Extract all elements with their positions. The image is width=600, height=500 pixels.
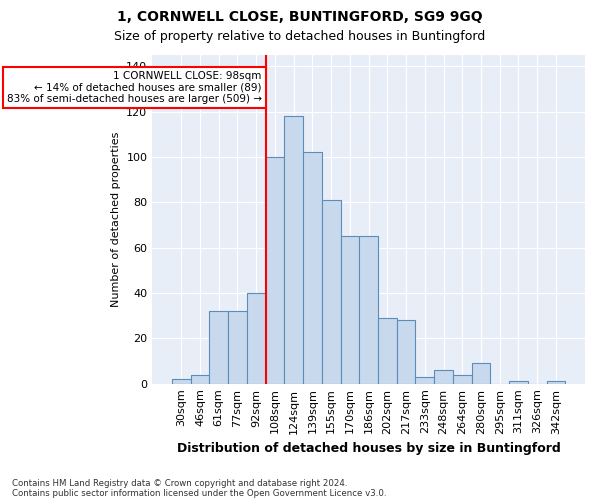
Bar	[547, 382, 565, 384]
Text: 1, CORNWELL CLOSE, BUNTINGFORD, SG9 9GQ: 1, CORNWELL CLOSE, BUNTINGFORD, SG9 9GQ	[117, 10, 483, 24]
Bar	[378, 318, 397, 384]
Bar	[228, 311, 247, 384]
Bar	[453, 374, 472, 384]
X-axis label: Distribution of detached houses by size in Buntingford: Distribution of detached houses by size …	[177, 442, 560, 455]
Bar	[247, 293, 266, 384]
Bar	[415, 377, 434, 384]
Text: Contains public sector information licensed under the Open Government Licence v3: Contains public sector information licen…	[12, 488, 386, 498]
Bar	[266, 157, 284, 384]
Bar	[303, 152, 322, 384]
Text: Size of property relative to detached houses in Buntingford: Size of property relative to detached ho…	[115, 30, 485, 43]
Bar	[509, 382, 528, 384]
Bar	[341, 236, 359, 384]
Bar	[397, 320, 415, 384]
Bar	[359, 236, 378, 384]
Text: 1 CORNWELL CLOSE: 98sqm
← 14% of detached houses are smaller (89)
83% of semi-de: 1 CORNWELL CLOSE: 98sqm ← 14% of detache…	[7, 71, 262, 104]
Bar	[191, 374, 209, 384]
Bar	[209, 311, 228, 384]
Bar	[172, 379, 191, 384]
Text: Contains HM Land Registry data © Crown copyright and database right 2024.: Contains HM Land Registry data © Crown c…	[12, 478, 347, 488]
Y-axis label: Number of detached properties: Number of detached properties	[110, 132, 121, 307]
Bar	[284, 116, 303, 384]
Bar	[472, 364, 490, 384]
Bar	[322, 200, 341, 384]
Bar	[434, 370, 453, 384]
